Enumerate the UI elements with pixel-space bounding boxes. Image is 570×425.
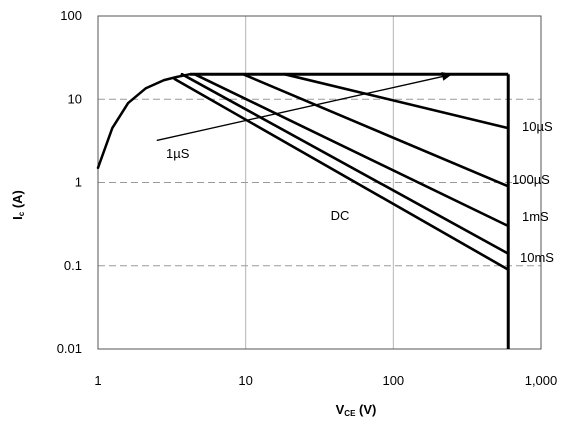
pulse-label-1us: 1µS [166,146,190,161]
plot-frame [97,15,542,350]
series-line-dc [173,77,510,271]
series-line-1ms [193,72,510,228]
y-axis-label: Ic (A) [10,190,26,220]
series-lines [96,72,510,271]
x-axis-unit: (V) [355,402,376,417]
arrow-head [441,71,453,81]
x-tick-labels: 1 10 100 1,000 [94,373,557,388]
grid [98,16,541,349]
series-label-100s: 100µS [512,172,550,187]
arrow-annotation [156,71,453,142]
series-label-dc: DC [331,208,350,223]
y-tick-label: 0.1 [64,258,82,273]
x-axis-main: V [336,402,345,417]
plot-border [97,15,542,350]
x-tick-label: 1,000 [525,373,558,388]
y-tick-labels: 100 10 1 0.1 0.01 [57,8,82,356]
y-tick-label: 0.01 [57,341,82,356]
series-label-1ms: 1mS [522,209,549,224]
x-tick-label: 10 [238,373,252,388]
x-axis-label: VCE (V) [336,402,377,418]
x-tick-label: 100 [382,373,404,388]
x-tick-label: 1 [94,373,101,388]
y-axis-unit: (A) [10,190,25,212]
y-axis-sub: c [17,211,26,216]
arrow-shaft [156,75,445,142]
series-line-100s [241,72,510,188]
series-line-10ms [180,72,510,255]
y-axis-main: I [10,216,25,220]
y-tick-label: 10 [68,91,82,106]
y-tick-label: 1 [75,175,82,190]
rising-curve-line [96,72,192,170]
y-tick-label: 100 [60,8,82,23]
series-labels: 10µS 100µS 1mS 10mS DC 1µS [166,119,554,265]
series-line-10s [283,72,510,130]
series-label-10s: 10µS [522,119,553,134]
x-axis-sub: CE [344,409,356,418]
series-label-10ms: 10mS [520,250,554,265]
